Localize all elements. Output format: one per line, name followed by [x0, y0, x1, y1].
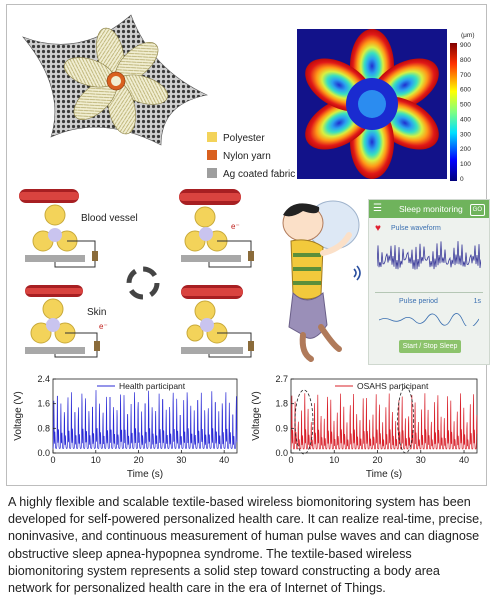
x-tick-label: 40: [219, 455, 229, 465]
phone-divider: [375, 292, 483, 293]
textile-sensor-illustration: [22, 14, 208, 146]
x-tick-label: 20: [134, 455, 144, 465]
pulse-period-trace: [379, 313, 479, 326]
y-tick-label: 0.0: [37, 448, 50, 458]
stage-bottom-left: e⁻: [25, 285, 108, 358]
deformation-map: [297, 29, 447, 179]
x-tick-label: 10: [329, 455, 339, 465]
x-tick-label: 30: [416, 455, 426, 465]
electron-label-2: e⁻: [99, 322, 108, 331]
wireless-signal-icon: [353, 265, 361, 281]
colorbar-gradient: [450, 43, 457, 181]
colorbar-tick-label: 300: [460, 131, 471, 138]
figure-caption: A highly flexible and scalable textile-b…: [8, 495, 483, 596]
colorbar-tick-label: 500: [460, 102, 471, 109]
go-badge[interactable]: GO: [469, 204, 485, 216]
series-line: [52, 390, 238, 449]
colorbar-tick-label: 0: [460, 176, 464, 183]
start-stop-sleep-button[interactable]: Start / Stop Sleep: [399, 340, 461, 353]
sleeping-child-illustration: [282, 200, 360, 362]
colorbar-unit: (μm): [461, 32, 475, 39]
y-tick-label: 0.8: [37, 423, 50, 433]
blood-vessel-label: Blood vessel: [81, 213, 138, 224]
colorbar-tick-label: 400: [460, 116, 471, 123]
y-axis-label: Voltage (V): [251, 391, 262, 440]
graphical-abstract-figure: Polyester Nylon yarn Ag coated fabric: [6, 4, 490, 486]
x-tick-label: 40: [459, 455, 469, 465]
mechanism-diagrams: e⁻ e⁻ Blood vessel: [19, 189, 254, 358]
colorbar: (μm) 900 800 700 600 500 400 300 200 100 0: [450, 32, 475, 183]
skin-label: Skin: [87, 307, 106, 318]
pulse-waveform-label: Pulse waveform: [391, 225, 441, 232]
y-tick-label: 0.9: [275, 423, 288, 433]
phone-header: ☰ Sleep monitoring GO: [369, 200, 489, 218]
heart-icon: ♥: [375, 223, 381, 234]
y-tick-label: 1.8: [275, 399, 288, 409]
flower-electrode: [64, 27, 168, 135]
osahs-participant-chart: 0 10 20 30 40 0.0 0.9 1.8 2.7 Time (s) Voltage (V)…: [251, 374, 478, 480]
pulse-period-label: Pulse period: [399, 298, 438, 305]
stage-bottom-right: [181, 285, 254, 358]
colorbar-tick-label: 200: [460, 146, 471, 153]
stage-top-left: [19, 189, 98, 268]
legend-nylon: Nylon yarn: [207, 150, 271, 162]
legend-ag-fabric: Ag coated fabric: [207, 168, 295, 180]
colorbar-tick-label: 600: [460, 87, 471, 94]
y-tick-label: 2.7: [275, 374, 288, 384]
apnea-marker-2: [397, 386, 415, 454]
legend-label: Health participant: [119, 381, 186, 391]
x-tick-label: 0: [50, 455, 55, 465]
colorbar-tick-label: 100: [460, 161, 471, 168]
y-tick-label: 0.0: [275, 448, 288, 458]
colorbar-tick-label: 700: [460, 72, 471, 79]
plot-frame: [52, 378, 238, 454]
stage-top-right: e⁻: [179, 189, 254, 268]
legend-polyester: Polyester: [207, 132, 265, 144]
health-participant-chart: 0 10 20 30 40 0.0 0.8 1.6 2.4 Time (s) Voltage (V)…: [13, 374, 238, 480]
x-tick-label: 30: [176, 455, 186, 465]
menu-icon[interactable]: ☰: [373, 203, 382, 214]
polyester-swatch: [207, 132, 217, 142]
x-tick-label: 20: [373, 455, 383, 465]
y-axis-label: Voltage (V): [13, 391, 24, 440]
x-tick-label: 0: [288, 455, 293, 465]
x-axis-label: Time (s): [366, 469, 402, 480]
y-tick-label: 1.6: [37, 399, 50, 409]
x-tick-label: 10: [91, 455, 101, 465]
nylon-swatch: [207, 150, 217, 160]
x-axis-label: Time (s): [127, 469, 163, 480]
legend-label: OSAHS participant: [357, 381, 429, 391]
phone-waveform: [377, 241, 481, 270]
colorbar-tick-label: 900: [460, 42, 471, 49]
ag-fabric-swatch: [207, 168, 217, 178]
apnea-marker-1: [294, 389, 314, 455]
series-line: [290, 393, 478, 450]
colorbar-tick-label: 800: [460, 57, 471, 64]
cycle-arrows: [126, 266, 160, 300]
pulse-period-value: 1s: [473, 298, 481, 305]
y-tick-label: 2.4: [37, 374, 50, 384]
phone-app: ☰ Sleep monitoring GO ♥ Pulse waveform P…: [368, 199, 490, 365]
phone-title: Sleep monitoring: [399, 204, 463, 214]
electron-label-1: e⁻: [231, 222, 240, 231]
